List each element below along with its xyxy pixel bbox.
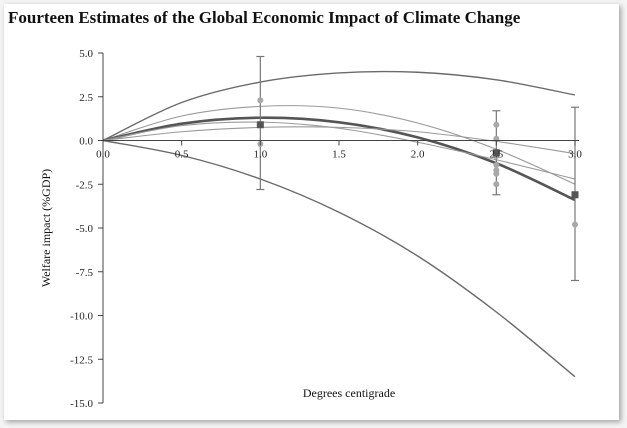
x-tick-label: 2.5 <box>489 149 503 161</box>
x-tick-label: 3.0 <box>568 149 582 161</box>
x-tick-label: 1.0 <box>253 149 267 161</box>
x-tick-label: 1.5 <box>332 149 346 161</box>
y-tick-label: 5.0 <box>79 48 93 60</box>
ticks-layer: 5.0 2.5 0.0 -2.5 -5.0 -7.5 -10.0 -12.5 -15.0 0.0 0… <box>70 48 582 410</box>
estimate-point-9 <box>493 181 500 188</box>
y-axis-title: Welfare impact (%GDP) <box>39 169 53 287</box>
mean-marker-1 <box>256 121 264 129</box>
x-tick-label: 2.0 <box>411 149 425 161</box>
fitted-curve-1 <box>102 70 576 142</box>
chart-svg: 5.0 2.5 0.0 -2.5 -5.0 -7.5 -10.0 -12.5 -15.0 0.0 0… <box>39 48 582 410</box>
y-tick-label: -10.0 <box>70 311 93 323</box>
estimate-point-1 <box>257 97 264 104</box>
x-tick-label: 0.5 <box>175 149 189 161</box>
estimate-point-3 <box>493 121 500 128</box>
y-tick-label: -7.5 <box>76 267 94 279</box>
x-axis-title: Degrees centigrade <box>303 386 395 400</box>
points-layer <box>256 97 579 228</box>
fitted-curve-6 <box>102 139 576 378</box>
y-tick-label: -5.0 <box>76 223 94 235</box>
estimate-point-6 <box>493 162 500 168</box>
mean-marker-2 <box>492 149 500 157</box>
chart-title: Fourteen Estimates of the Global Economi… <box>8 8 521 27</box>
estimate-point-8 <box>493 170 500 177</box>
y-tick-label: -12.5 <box>70 354 93 366</box>
mean-marker-3 <box>571 191 579 199</box>
y-tick-label: -15.0 <box>70 398 93 410</box>
x-tick-label: 0.0 <box>96 149 110 161</box>
curves-layer <box>102 70 576 378</box>
y-tick-label: 2.5 <box>79 92 93 104</box>
y-tick-label: -2.5 <box>76 179 94 191</box>
estimate-point-10 <box>572 221 578 228</box>
figure-frame: Fourteen Estimates of the Global Economi… <box>4 4 619 420</box>
y-tick-label: 0.0 <box>79 136 93 148</box>
